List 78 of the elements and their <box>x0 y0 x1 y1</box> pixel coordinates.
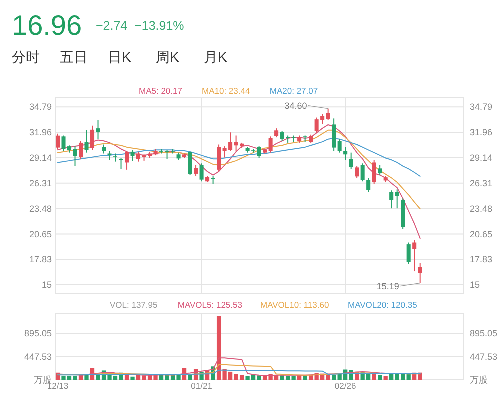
y2-tick-label: 26.31 <box>470 178 493 188</box>
text: 周K <box>156 49 180 65</box>
candlestick <box>418 262 422 284</box>
candlestick <box>90 125 95 151</box>
y2-tick-label: 34.79 <box>470 102 493 112</box>
x-tick-label: 02/26 <box>334 381 356 391</box>
annotation: 34.60 <box>284 100 308 111</box>
text: 分时 <box>12 49 40 65</box>
candlestick <box>355 166 360 179</box>
y-tick-label: 34.79 <box>29 102 52 112</box>
candlestick <box>268 136 273 154</box>
bar <box>188 375 192 380</box>
candlestick <box>96 120 100 140</box>
bar <box>332 375 336 380</box>
text: MAVOL10: 113.60 <box>260 300 330 310</box>
y2-tick-label: 万股 <box>470 375 488 386</box>
line-series <box>58 124 421 240</box>
y2-tick-label: 20.65 <box>470 229 493 240</box>
text: 月K <box>204 49 228 65</box>
y-tick-label: 31.96 <box>29 128 52 138</box>
candlestick <box>119 158 124 170</box>
candlestick <box>332 118 336 152</box>
text: MA5: 20.17 <box>139 86 183 96</box>
candlestick <box>349 152 354 170</box>
text: VOL: 137.95 <box>110 300 158 310</box>
candlestick <box>130 150 135 162</box>
candlestick <box>326 108 330 121</box>
y-tick-label: 23.48 <box>29 204 52 214</box>
candlestick <box>395 189 400 210</box>
bar <box>130 376 135 380</box>
x-tick-label: 01/21 <box>191 381 213 391</box>
y2-tick-label: 17.83 <box>470 254 493 265</box>
y-tick-label: 895.05 <box>24 328 52 339</box>
candlestick <box>78 140 84 160</box>
y2-tick-label: 447.53 <box>470 352 498 362</box>
candlestick <box>56 133 60 150</box>
bar <box>384 376 388 380</box>
candlestick <box>406 242 411 265</box>
bar <box>378 375 382 380</box>
candlestick <box>338 138 342 154</box>
candlestick <box>360 163 365 182</box>
text: MA10: 23.44 <box>202 86 250 96</box>
candlestick <box>188 151 192 176</box>
y-tick-label: 29.14 <box>29 153 52 164</box>
y-tick-label: 17.83 <box>29 254 52 265</box>
candlestick <box>412 240 417 272</box>
text: MAVOL20: 120.35 <box>348 300 418 310</box>
candlestick <box>378 164 382 176</box>
y2-tick-label: 29.14 <box>470 153 493 164</box>
candlestick <box>211 176 216 185</box>
y2-tick-label: 31.96 <box>470 128 493 138</box>
y-tick-label: 26.31 <box>29 178 52 188</box>
text: 五日 <box>60 49 88 65</box>
y2-tick-label: 23.48 <box>470 204 493 214</box>
y-tick-label: 20.65 <box>29 229 52 240</box>
y2-tick-label: 15 <box>470 280 480 290</box>
text: 日K <box>108 49 132 65</box>
candlestick <box>194 164 198 177</box>
candlestick <box>136 151 141 162</box>
text: −2.74 −13.91% <box>96 19 184 33</box>
candlestick <box>344 146 348 161</box>
text: MAVOL5: 125.53 <box>178 300 243 310</box>
candlestick <box>125 150 130 170</box>
y-tick-label: 15 <box>42 280 52 290</box>
candlestick <box>84 130 89 154</box>
candlestick <box>200 163 204 182</box>
annotation: 15.19 <box>376 281 400 292</box>
candlestick <box>114 153 118 162</box>
candlestick <box>366 178 371 193</box>
y2-tick-label: 895.05 <box>470 328 498 339</box>
candlestick <box>217 144 222 172</box>
candlestick <box>257 146 262 159</box>
text: MA20: 27.07 <box>270 86 318 96</box>
y-tick-label: 万股 <box>34 375 52 386</box>
candlestick <box>372 160 376 185</box>
text: 16.96 <box>12 10 82 41</box>
candlestick <box>390 190 394 210</box>
y-tick-label: 447.53 <box>24 352 52 362</box>
